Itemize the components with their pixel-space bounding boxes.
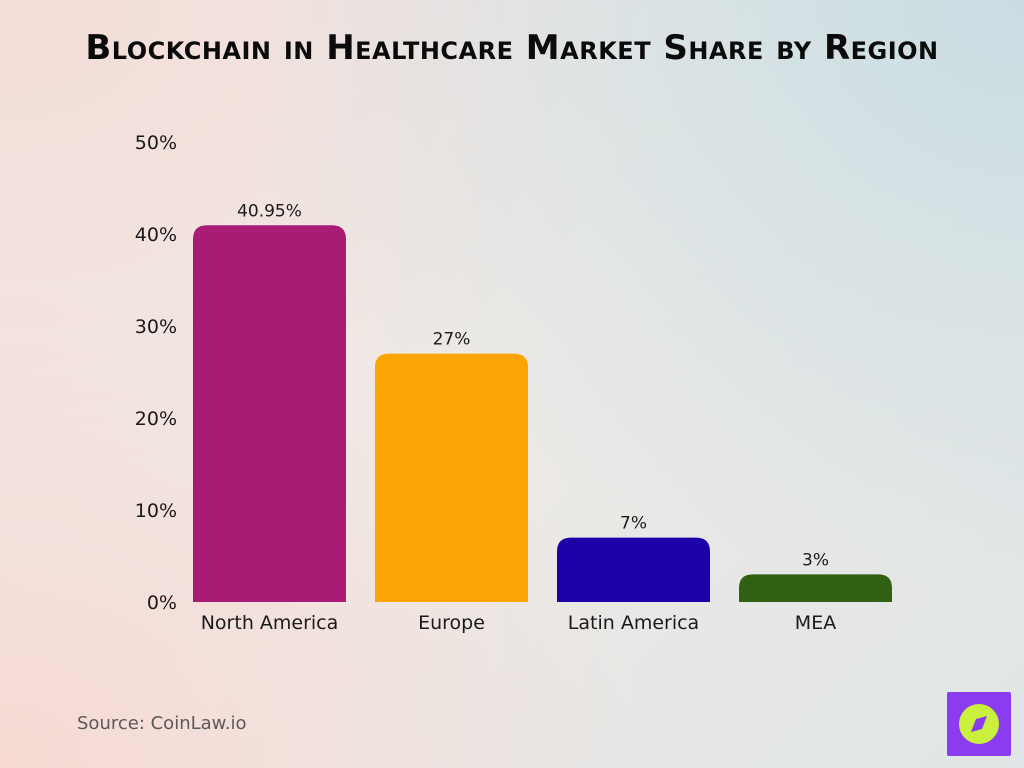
value-labels: 40.95% 27% 7% 3%: [237, 201, 829, 570]
y-tick-label: 0%: [147, 592, 177, 614]
y-tick-label: 30%: [135, 316, 177, 338]
y-tick-label: 10%: [135, 500, 177, 522]
value-label: 3%: [802, 550, 829, 570]
y-tick-label: 40%: [135, 224, 177, 246]
bar-mea: [739, 574, 892, 602]
category-label: MEA: [795, 612, 836, 634]
category-label: Latin America: [568, 612, 699, 634]
compass-icon: [959, 704, 999, 744]
bar-europe: [375, 353, 528, 602]
value-label: 40.95%: [237, 201, 302, 221]
bar-latin-america: [557, 537, 710, 602]
category-label: North America: [201, 612, 339, 634]
y-tick-label: 50%: [135, 132, 177, 154]
value-label: 27%: [433, 330, 471, 350]
chart-title: Blockchain in Healthcare Market Share by…: [85, 28, 939, 68]
y-tick-label: 20%: [135, 408, 177, 430]
category-label: Europe: [418, 612, 485, 634]
y-axis: 0% 10% 20% 30% 40% 50%: [135, 132, 177, 614]
source-note: Source: CoinLaw.io: [77, 713, 247, 734]
brand-logo: [947, 692, 1011, 756]
value-label: 7%: [620, 514, 647, 534]
x-axis: North America Europe Latin America MEA: [201, 612, 836, 634]
bar-north-america: [193, 225, 346, 602]
bars: [193, 225, 892, 602]
